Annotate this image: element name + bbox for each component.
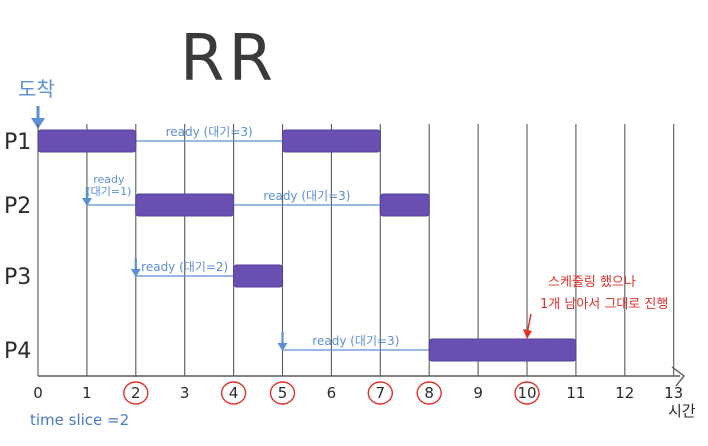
tick-label-8: 8: [424, 384, 434, 402]
tick-circle-5: [269, 381, 296, 405]
process-label: P4: [4, 339, 31, 364]
cpu-burst-bar: [282, 129, 381, 153]
time-slice-label: time slice =2: [30, 411, 129, 429]
tick-label-6: 6: [327, 384, 337, 402]
ready-wait-label: ready (대기=1): [86, 173, 131, 198]
arrival-arrow-icon: [130, 269, 141, 277]
cpu-burst-bar: [379, 193, 430, 217]
process-label: P3: [4, 265, 31, 290]
arrival-arrow-icon: [31, 106, 45, 129]
process-label: P2: [4, 194, 31, 219]
tick-circle-8: [416, 381, 442, 405]
tick-label-13: 13: [664, 384, 683, 402]
tick-circle-10: [514, 381, 540, 405]
tick-label-10: 10: [517, 384, 536, 402]
arrival-label: 도착: [18, 77, 55, 101]
tick-labels: 0 1 2 3 4 5 6 7 8 9 10 11 12 13: [33, 381, 683, 405]
time-axis: [38, 366, 685, 387]
arrival-arrow-icon: [81, 198, 92, 206]
ready-wait-label: ready (대기=2): [141, 260, 228, 274]
annotation-line: 스케줄링 했으나: [548, 274, 636, 290]
scheduling-annotation: 스케줄링 했으나 1개 남아서 그대로 진행: [523, 274, 668, 339]
tick-label-3: 3: [180, 384, 190, 402]
annotation-arrow-icon: [523, 329, 532, 339]
tick-circle-7: [367, 381, 393, 405]
tick-label-11: 11: [566, 384, 585, 402]
tick-label-12: 12: [615, 384, 634, 402]
tick-circle-4: [220, 381, 247, 405]
axis-unit-label: 시간: [668, 402, 696, 420]
tick-label-7: 7: [376, 384, 386, 402]
annotation-line: 1개 남아서 그대로 진행: [540, 296, 668, 312]
row-p1: P1 ready (대기=3): [4, 125, 381, 155]
ready-wait-label: ready (대기=3): [166, 125, 253, 139]
cpu-burst-bar: [233, 264, 284, 288]
tick-label-4: 4: [229, 384, 239, 402]
row-p4: P4 ready (대기=3): [4, 332, 577, 364]
tick-label-5: 5: [278, 384, 288, 402]
cpu-burst-bar: [37, 129, 137, 153]
arrival-arrow-icon: [277, 343, 288, 351]
tick-label-9: 9: [473, 384, 483, 402]
tick-circle-2: [123, 381, 149, 405]
diagram-title: RR: [180, 22, 277, 96]
tick-label-0: 0: [33, 384, 43, 402]
row-p2: P2 ready (대기=1) ready (대기=3): [4, 173, 430, 219]
tick-label-2: 2: [131, 384, 141, 402]
process-label: P1: [4, 130, 31, 155]
ready-wait-label: ready (대기=3): [312, 334, 399, 348]
cpu-burst-bar: [135, 193, 235, 217]
tick-label-1: 1: [82, 384, 92, 402]
row-p3: P3 ready (대기=2): [4, 258, 284, 290]
cpu-burst-bar: [428, 338, 577, 362]
ready-wait-label: ready (대기=3): [263, 189, 350, 203]
